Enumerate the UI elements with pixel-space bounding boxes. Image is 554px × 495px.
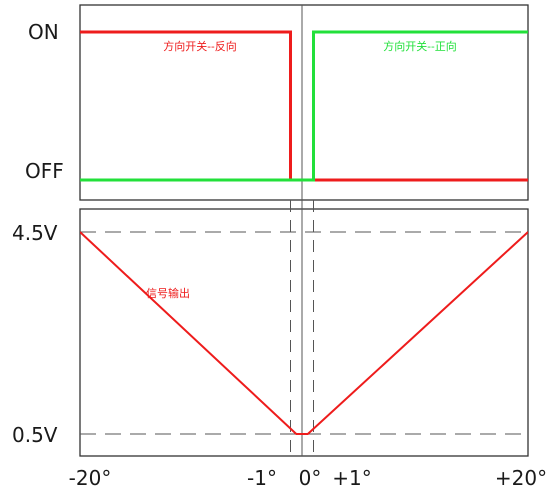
x-tick-label: -1° — [247, 466, 277, 490]
signal-output-label: 信号输出 — [146, 286, 190, 300]
signal-output-line — [80, 231, 528, 435]
y-tick-label: 0.5V — [12, 423, 58, 447]
top-panel-frame — [79, 4, 529, 201]
reverse-switch-line — [80, 30, 528, 182]
x-tick-label: +20° — [495, 466, 547, 490]
x-tick-label: 0° — [299, 466, 322, 490]
y-tick-label: 4.5V — [12, 221, 58, 245]
bottom-panel-frame — [79, 208, 529, 457]
reverse-switch-label: 方向开关--反向 — [163, 39, 236, 53]
y-tick-label: ON — [28, 20, 59, 44]
y-tick-label: OFF — [25, 159, 64, 183]
x-tick-label: -20° — [69, 466, 112, 490]
forward-switch-label: 方向开关--正向 — [383, 39, 456, 53]
forward-switch-line — [80, 30, 528, 182]
x-tick-label: +1° — [332, 466, 371, 490]
